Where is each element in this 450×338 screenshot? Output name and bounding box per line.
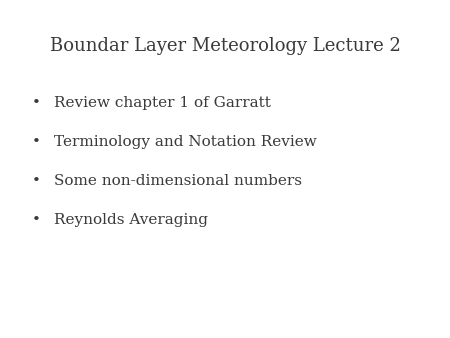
Text: Review chapter 1 of Garratt: Review chapter 1 of Garratt (54, 96, 271, 110)
Text: Reynolds Averaging: Reynolds Averaging (54, 213, 208, 227)
Text: Terminology and Notation Review: Terminology and Notation Review (54, 135, 317, 149)
Text: Boundar Layer Meteorology Lecture 2: Boundar Layer Meteorology Lecture 2 (50, 37, 400, 55)
Text: •: • (32, 135, 40, 149)
Text: Some non-dimensional numbers: Some non-dimensional numbers (54, 174, 302, 188)
Text: •: • (32, 174, 40, 188)
Text: •: • (32, 213, 40, 227)
Text: •: • (32, 96, 40, 110)
